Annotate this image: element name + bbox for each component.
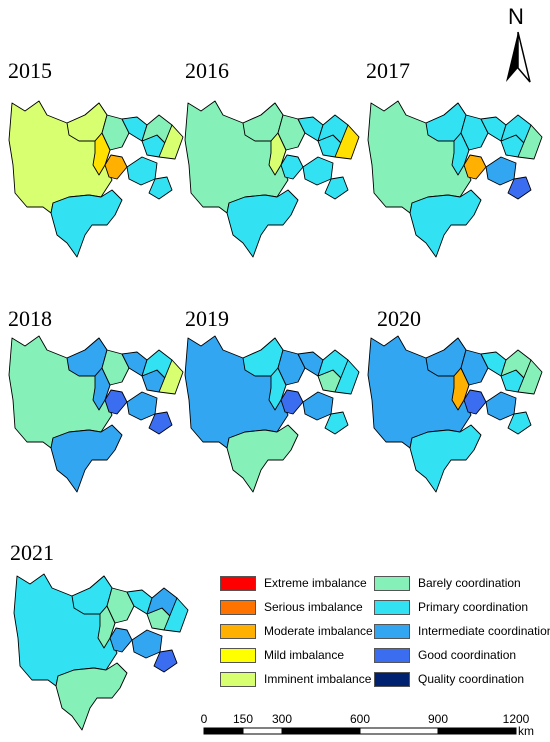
legend-item: Barely coordination [374, 574, 521, 592]
scale-tick-label: 900 [427, 712, 449, 726]
legend-swatch [220, 647, 256, 663]
map-region [55, 662, 128, 731]
legend-swatch [220, 671, 256, 687]
map-region [50, 424, 123, 493]
legend-label: Primary coordination [418, 600, 529, 614]
year-label: 2018 [8, 306, 52, 331]
legend-label: Imminent imbalance [264, 672, 372, 686]
map-region [324, 176, 349, 200]
map-region [148, 176, 173, 200]
map-region [280, 154, 304, 180]
legend-label: Barely coordination [418, 576, 521, 590]
map-panel-2019 [184, 335, 360, 493]
north-label: N [508, 4, 524, 29]
map-region [463, 154, 487, 180]
map-panel-2021 [13, 573, 189, 731]
legend-label: Extreme imbalance [264, 576, 367, 590]
legend-item: Intermediate coordination [374, 622, 550, 640]
scale-bar: 0 150 300 600 900 1200 km [196, 712, 536, 740]
map-region [226, 189, 299, 258]
map-region [324, 411, 349, 435]
year-label: 2020 [377, 306, 421, 331]
map-region [463, 389, 487, 415]
scale-tick-label: 300 [271, 712, 293, 726]
map-region [485, 391, 517, 421]
map-region [507, 411, 532, 435]
legend-swatch [374, 623, 410, 639]
map-panel-2020 [367, 335, 543, 493]
map-region [153, 649, 178, 673]
north-arrow-icon [506, 31, 531, 83]
scale-tick-label: 600 [349, 712, 371, 726]
scale-segment [203, 727, 244, 735]
legend-item: Mild imbalance [220, 646, 344, 664]
legend-label: Moderate imbalance [264, 624, 373, 638]
scale-bar-graphic [203, 727, 517, 735]
scale-tick-label: 150 [232, 712, 254, 726]
legend: Extreme imbalance Serious imbalance Mode… [220, 574, 550, 696]
legend-item: Imminent imbalance [220, 670, 371, 688]
map-region [507, 176, 532, 200]
scale-unit: km [518, 724, 534, 738]
map-region [126, 156, 158, 186]
year-label: 2015 [8, 58, 52, 83]
map-panel-2016 [184, 100, 360, 258]
year-label: 2021 [10, 540, 54, 565]
map-region [158, 359, 184, 395]
map-region [104, 154, 128, 180]
map-region [104, 389, 128, 415]
map-region [280, 389, 304, 415]
map-panel-2018 [8, 335, 184, 493]
map-region [334, 124, 360, 160]
legend-item: Primary coordination [374, 598, 528, 616]
map-region [163, 597, 189, 633]
legend-swatch [220, 599, 256, 615]
year-label: 2017 [366, 58, 410, 83]
legend-item: Good coordination [374, 646, 516, 664]
legend-label: Good coordination [418, 648, 517, 662]
year-label: 2019 [185, 306, 229, 331]
map-region [109, 627, 133, 653]
map-region [409, 189, 482, 258]
map-region [148, 411, 173, 435]
scale-tick-label: 1200 [502, 712, 530, 726]
year-label: 2016 [185, 58, 229, 83]
map-region [126, 391, 158, 421]
legend-item: Moderate imbalance [220, 622, 373, 640]
map-region [226, 424, 299, 493]
map-region [131, 629, 163, 659]
legend-swatch [374, 647, 410, 663]
legend-label: Mild imbalance [264, 648, 345, 662]
legend-swatch [220, 623, 256, 639]
legend-swatch [374, 671, 410, 687]
legend-label: Serious imbalance [264, 600, 363, 614]
scale-segment [437, 727, 517, 735]
scale-tick-label: 0 [200, 712, 208, 726]
legend-item: Serious imbalance [220, 598, 363, 616]
map-region [409, 424, 482, 493]
legend-swatch [374, 575, 410, 591]
legend-swatch [220, 575, 256, 591]
map-panel-2015 [8, 100, 184, 258]
map-region [517, 124, 543, 160]
scale-segment [281, 727, 361, 735]
scale-segment [359, 727, 439, 735]
scale-segment [242, 727, 283, 735]
legend-swatch [374, 599, 410, 615]
legend-label: Intermediate coordination [418, 624, 550, 638]
legend-label: Quality coordination [418, 672, 525, 686]
map-region [334, 359, 360, 395]
north-arrow: N [498, 4, 540, 86]
map-region [50, 189, 123, 258]
legend-item: Quality coordination [374, 670, 524, 688]
legend-item: Extreme imbalance [220, 574, 367, 592]
map-region [302, 156, 334, 186]
map-panel-2017 [367, 100, 543, 258]
map-region [158, 124, 184, 160]
map-region [485, 156, 517, 186]
map-region [302, 391, 334, 421]
map-region [517, 359, 543, 395]
